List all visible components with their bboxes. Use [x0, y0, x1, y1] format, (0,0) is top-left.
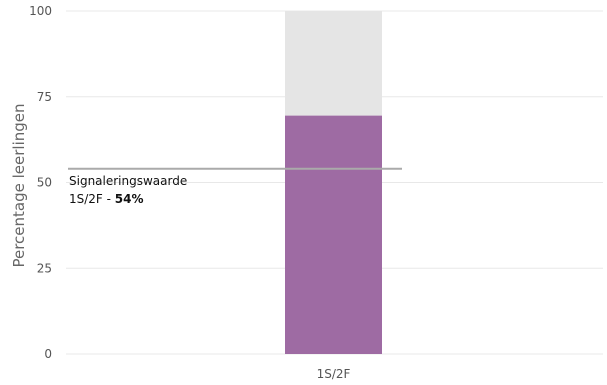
threshold-annotation: Signaleringswaarde 1S/2F - 54%: [69, 174, 187, 206]
x-tick-label: 1S/2F: [317, 367, 351, 381]
y-tick-label: 50: [37, 176, 52, 190]
threshold-annotation-detail: 1S/2F - 54%: [69, 192, 144, 206]
y-axis-title: Percentage leerlingen: [10, 103, 28, 267]
bars: [285, 11, 382, 355]
threshold-annotation-title: Signaleringswaarde: [69, 174, 187, 188]
y-tick-label: 25: [37, 261, 52, 275]
threshold-annotation-value: 54%: [115, 192, 144, 206]
y-tick-label: 0: [44, 347, 52, 361]
bar-remainder-segment: [285, 11, 382, 116]
bar-value-segment: [285, 115, 382, 355]
y-tick-label: 100: [29, 4, 52, 18]
y-tick-label: 75: [37, 90, 52, 104]
y-axis-tick-labels: 0 25 50 75 100: [29, 4, 52, 361]
x-axis-tick-labels: 1S/2F: [317, 367, 351, 381]
threshold-annotation-prefix: 1S/2F -: [69, 192, 115, 206]
